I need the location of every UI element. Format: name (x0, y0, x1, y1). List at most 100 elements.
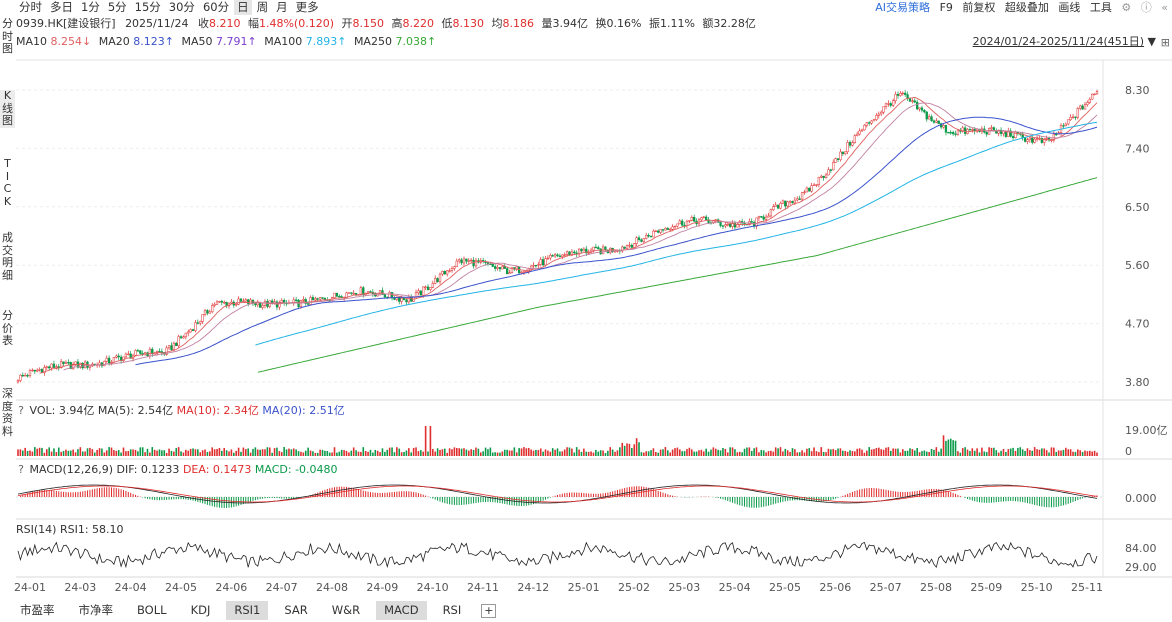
high-value: 8.220 (402, 17, 435, 30)
candle (438, 273, 442, 283)
indicator-tab-6[interactable]: W&R (331, 603, 361, 617)
indicator-tab-7[interactable]: MACD (376, 601, 427, 620)
candle (757, 216, 761, 219)
chevron-down-icon[interactable]: ▼ (1147, 35, 1156, 48)
volume-bar (168, 448, 170, 456)
volume-bar (55, 452, 58, 456)
date-range[interactable]: 2024/01/24-2025/11/24(451日) ▼ (973, 35, 1156, 49)
volume-bar (527, 447, 530, 456)
volume-bar (288, 448, 290, 456)
tab-2[interactable]: 1分 (81, 0, 100, 14)
volume-bar (436, 448, 439, 456)
candle (678, 220, 681, 225)
low-value: 8.130 (452, 17, 485, 30)
candle (728, 224, 732, 227)
info-icon[interactable]: ⓘ (1140, 1, 1152, 14)
indicator-tab-8[interactable]: RSI (442, 603, 462, 617)
draw-button[interactable]: 画线 (1058, 1, 1081, 14)
candle (597, 247, 600, 250)
side-nav-item-5[interactable]: 深度资料 (2, 387, 13, 438)
tab-10[interactable]: 更多 (295, 0, 319, 14)
candle (450, 268, 454, 272)
tools-button[interactable]: 工具 (1089, 1, 1112, 14)
candle (160, 351, 164, 353)
volume-bar (779, 447, 782, 456)
volume-bar (101, 448, 103, 456)
volume-bar (695, 451, 698, 456)
chg-value: 1.48%(0.120) (258, 17, 334, 30)
indicator-tab-1[interactable]: 市净率 (78, 603, 114, 617)
gear-icon[interactable]: ⚙ (1121, 1, 1132, 14)
candle (352, 292, 355, 295)
ma20-label: MA20 (98, 35, 130, 48)
tab-8[interactable]: 周 (256, 0, 269, 14)
candle (136, 350, 140, 352)
volume-bar (38, 447, 41, 456)
tab-7[interactable]: 日 (234, 0, 252, 15)
candle (882, 106, 885, 113)
candle (1069, 117, 1072, 120)
ai-strategy-button[interactable]: AI交易策略 (875, 1, 931, 14)
tab-6[interactable]: 60分 (202, 0, 230, 14)
volume-bar (268, 447, 271, 456)
adjust-button[interactable]: 前复权 (962, 1, 996, 14)
side-nav-item-3[interactable]: 成交明细 (2, 231, 13, 282)
x-tick-label: 25-11 (1071, 581, 1103, 594)
volume-bar (379, 452, 381, 456)
candle (573, 251, 576, 254)
candle (230, 301, 233, 304)
volume-bar (731, 447, 734, 456)
volume-bar (765, 452, 767, 456)
tab-9[interactable]: 月 (276, 0, 288, 14)
volume-bar (24, 447, 26, 456)
volume-bar (937, 451, 940, 456)
tab-3[interactable]: 5分 (107, 0, 127, 14)
volume-bar (120, 452, 122, 456)
collapse-icon[interactable]: « (1161, 1, 1168, 14)
volume-bar (316, 452, 319, 456)
tab-1[interactable]: 多日 (50, 0, 73, 14)
candle (52, 363, 56, 368)
candle (815, 184, 818, 186)
volume-bar (849, 450, 851, 456)
tab-4[interactable]: 15分 (134, 0, 161, 14)
tab-5[interactable]: 30分 (168, 0, 195, 14)
volume-bar (1007, 449, 1010, 456)
candle (501, 266, 504, 270)
indicator-tab-5[interactable]: SAR (284, 603, 308, 617)
indicator-tab-3[interactable]: KDJ (190, 603, 211, 617)
volume-bar (65, 449, 67, 456)
f9-button[interactable]: F9 (939, 1, 953, 14)
tab-0[interactable]: 分时 (19, 0, 42, 14)
help-icon[interactable]: ? (18, 463, 24, 476)
x-tick-label: 25-05 (769, 581, 801, 594)
help-icon[interactable]: ? (18, 404, 24, 417)
candle (657, 230, 660, 233)
candle (726, 224, 729, 226)
macd-dea: DEA: 0.1473 (182, 463, 252, 476)
add-indicator-button[interactable]: + (481, 604, 497, 618)
candle (436, 278, 439, 283)
volume-bar (743, 448, 746, 456)
volume-bar (134, 449, 137, 456)
ma-legend: MA10 8.254↓ MA20 8.123↑ MA50 7.791↑ MA10… (16, 35, 436, 49)
volume-bar (153, 449, 156, 456)
candle (594, 246, 598, 249)
overlay-button[interactable]: 超级叠加 (1004, 1, 1049, 14)
side-nav-item-0[interactable]: 分时图 (2, 17, 13, 55)
volume-bar (690, 449, 693, 456)
candle (918, 107, 921, 110)
side-nav-item-4[interactable]: 分价表 (2, 309, 13, 347)
expand-icon[interactable]: ⊞ (1160, 36, 1170, 49)
candle (587, 252, 590, 254)
volume-bar (1033, 447, 1036, 456)
candle (460, 259, 463, 264)
volume-bar (657, 452, 660, 456)
indicator-tab-4[interactable]: RSI1 (226, 601, 269, 620)
indicator-tab-2[interactable]: BOLL (137, 603, 167, 617)
date-range-text[interactable]: 2024/01/24-2025/11/24(451日) (972, 35, 1145, 48)
indicator-tab-0[interactable]: 市盈率 (20, 603, 55, 617)
candle (1071, 116, 1075, 118)
